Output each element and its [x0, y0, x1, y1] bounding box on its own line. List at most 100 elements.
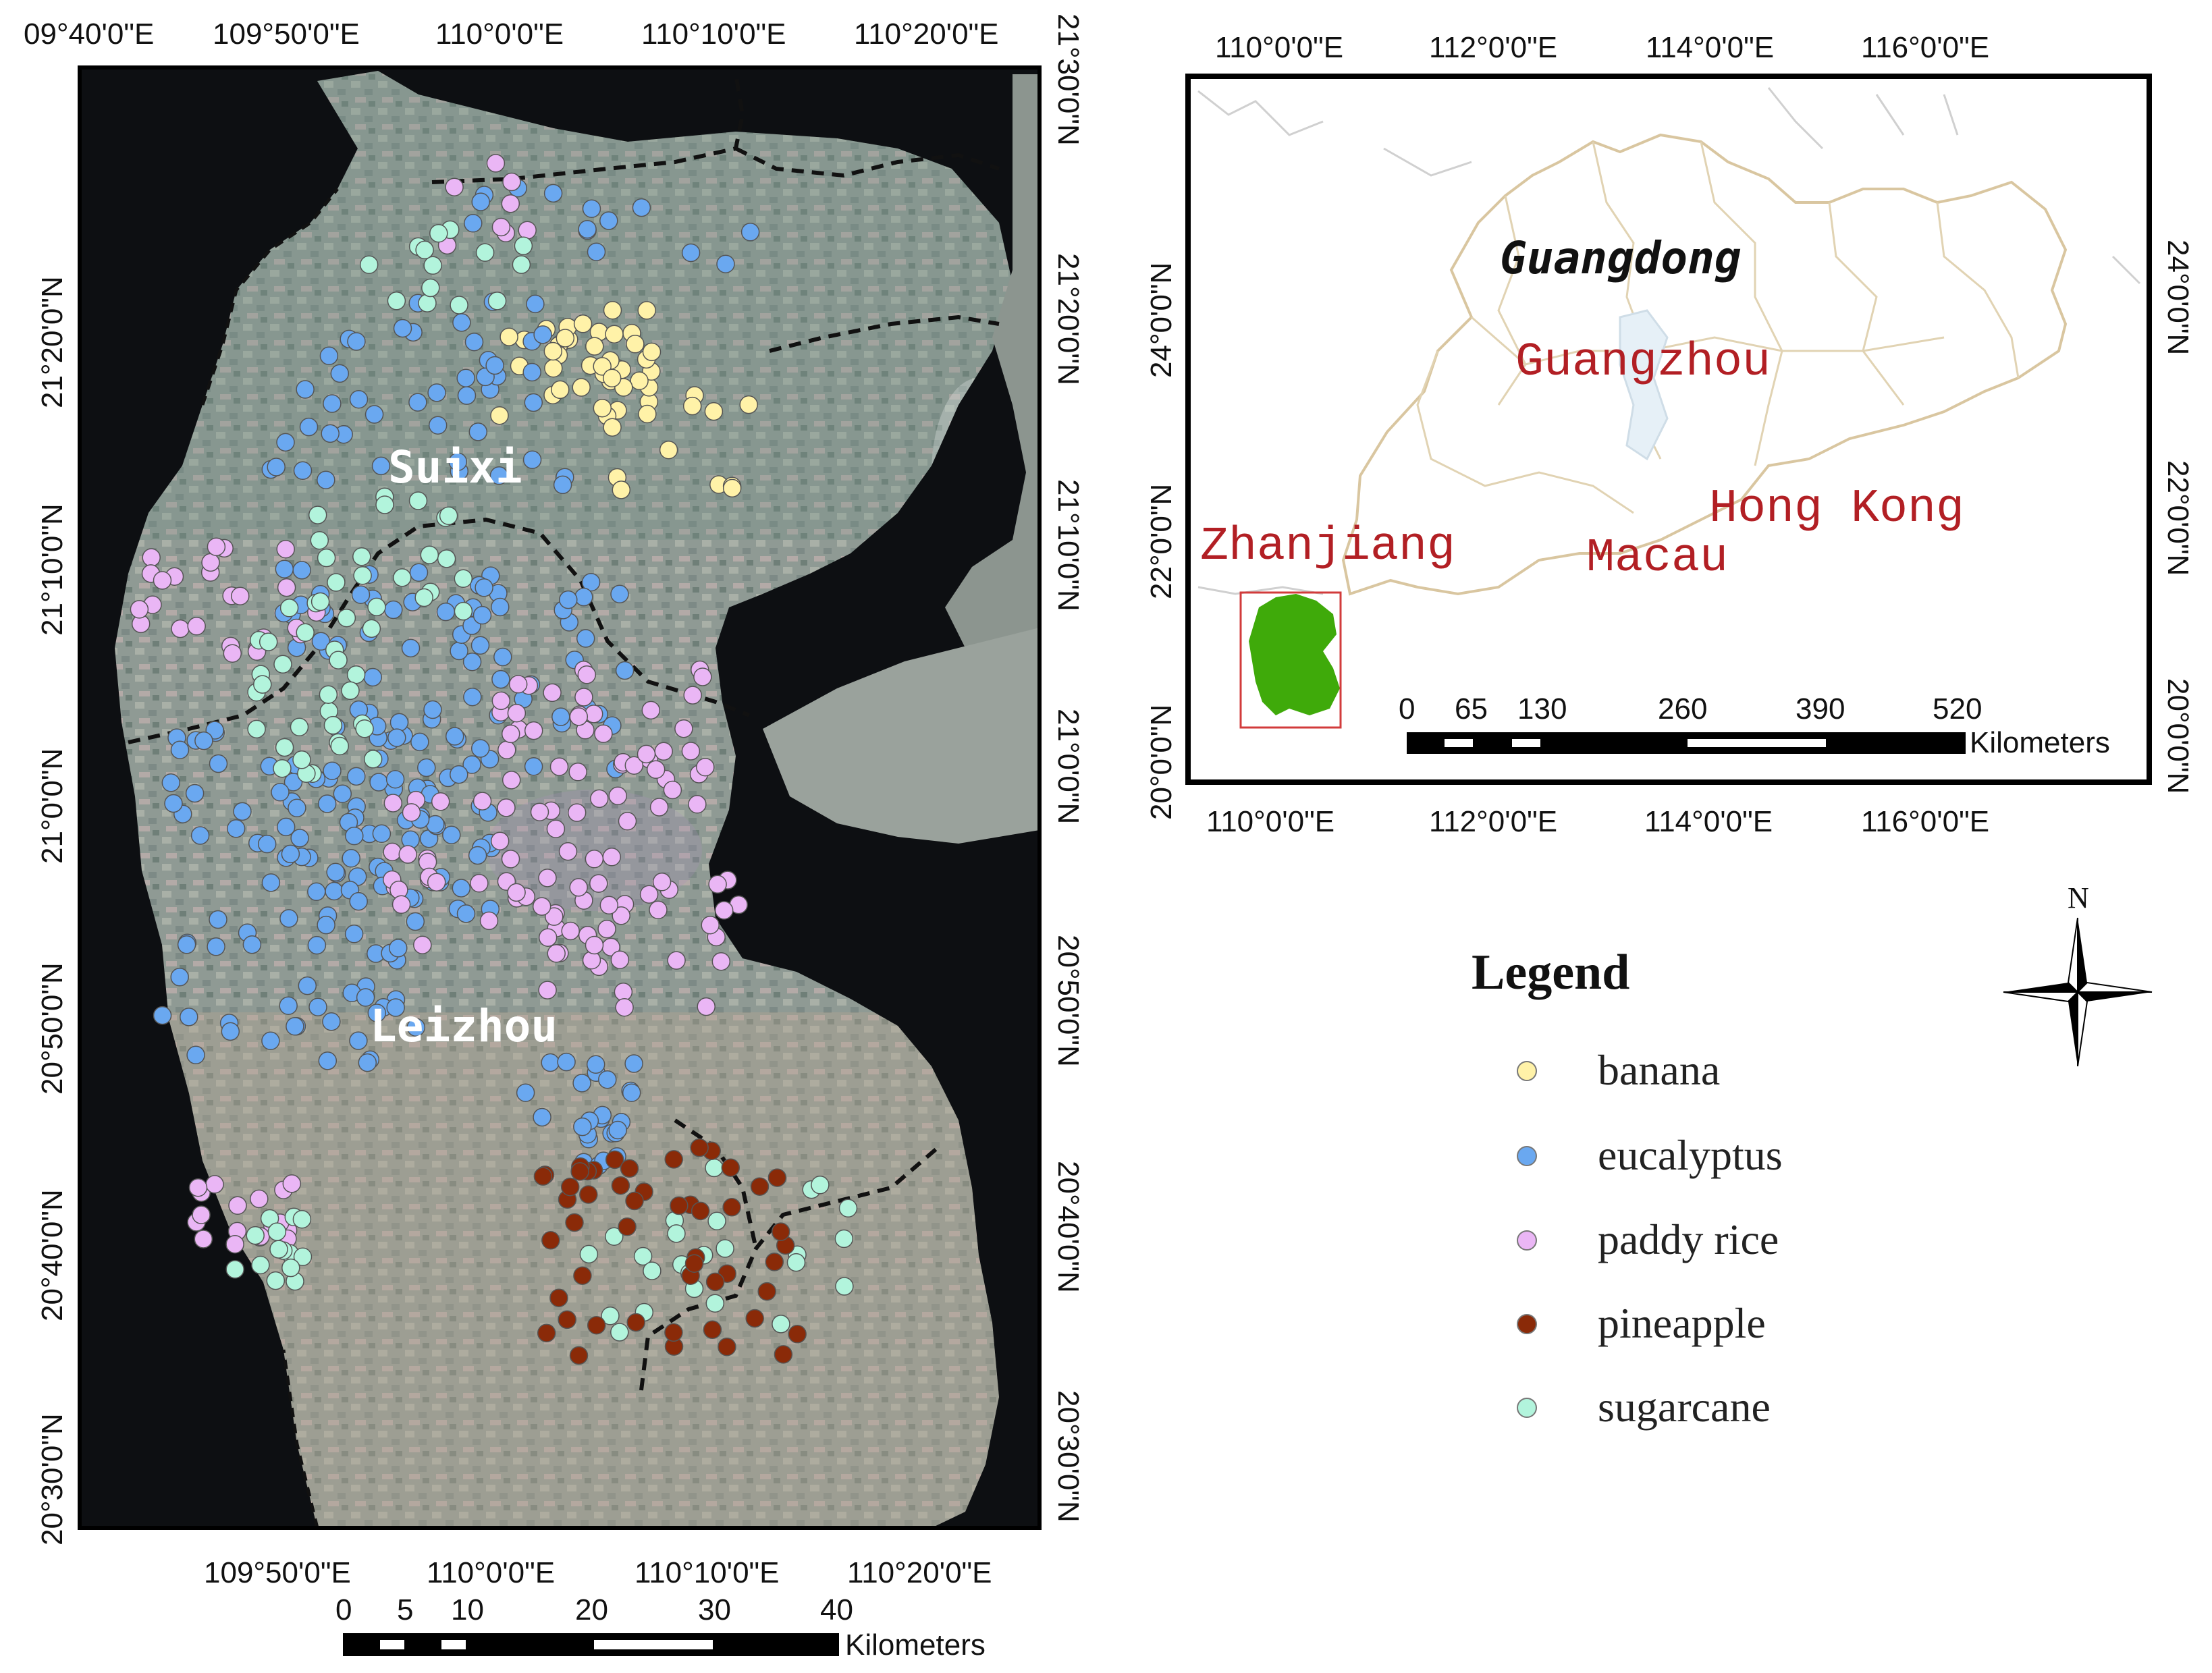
sample-point [490, 406, 509, 425]
sample-point [393, 319, 412, 338]
sample-point [559, 590, 578, 609]
sample-point [682, 396, 702, 416]
sample-point [327, 573, 346, 592]
sample-point [642, 342, 662, 362]
sample-point [612, 906, 630, 925]
tick-label: 114°0'0"E [1644, 805, 1773, 838]
sample-point [251, 1255, 270, 1275]
sample-point [228, 1196, 247, 1215]
sample-point [130, 600, 149, 619]
legend-swatch-paddy-rice [1517, 1230, 1537, 1251]
sample-point [722, 1198, 741, 1217]
sample-point [429, 223, 448, 243]
sample-point [639, 885, 659, 904]
sample-point [279, 909, 298, 928]
sample-point [543, 184, 563, 203]
scale-unit: Kilometers [845, 1628, 986, 1662]
sample-point [329, 651, 348, 669]
legend-swatch-sugarcane [1517, 1398, 1537, 1418]
sample-point [293, 1247, 313, 1267]
sample-point [771, 1222, 790, 1241]
sample-point [389, 713, 409, 732]
sample-point [456, 904, 476, 923]
sample-point [587, 1315, 606, 1335]
sample-point [279, 996, 298, 1015]
sample-point [367, 1004, 387, 1022]
sample-point [177, 935, 196, 954]
scale-number: 10 [451, 1593, 484, 1626]
sample-point [450, 765, 468, 784]
sample-point [250, 1189, 269, 1209]
sample-point [281, 1258, 300, 1278]
sample-point [223, 644, 242, 663]
sample-point [153, 571, 172, 590]
sample-point [462, 755, 481, 774]
sample-point [365, 405, 384, 424]
sample-point [428, 416, 448, 435]
sample-point [437, 549, 456, 568]
main-top-ticks: 09°40'0"E 109°50'0"E 110°0'0"E 110°10'0"… [24, 18, 999, 51]
sample-point [342, 849, 360, 868]
sample-point [696, 757, 715, 777]
sample-point [246, 1226, 265, 1245]
sample-point [473, 605, 492, 625]
sample-point [786, 1253, 806, 1272]
inset-frame [1185, 74, 2152, 785]
sample-point [486, 154, 506, 173]
sample-point [501, 850, 520, 869]
sample-point [569, 878, 588, 897]
tick-label: 20°0'0"N [1145, 705, 1178, 820]
sample-point [693, 667, 712, 686]
legend-label: paddy rice [1598, 1215, 1779, 1263]
sample-points [130, 154, 858, 1365]
sample-point [630, 371, 649, 391]
sample-point [683, 686, 702, 705]
sample-point [293, 461, 313, 481]
scale-number: 0 [1399, 692, 1415, 725]
sample-point [625, 1191, 644, 1211]
sample-point [605, 1227, 624, 1246]
sample-point [281, 844, 300, 864]
legend-label: pineapple [1598, 1299, 1766, 1347]
sample-point [602, 848, 622, 867]
sample-point [624, 756, 644, 775]
sample-point [532, 897, 551, 916]
sample-point [392, 895, 411, 914]
sample-point [577, 665, 597, 684]
sample-point [311, 592, 330, 611]
sample-point [681, 243, 701, 263]
sample-point [681, 742, 701, 761]
sample-point [450, 641, 468, 661]
sample-point [470, 874, 489, 893]
sample-point [308, 505, 327, 524]
sample-point [491, 691, 511, 711]
sample-point [618, 812, 637, 831]
sample-point [502, 172, 521, 192]
sample-point [497, 740, 516, 760]
sample-point [572, 378, 591, 397]
sample-point [288, 798, 306, 818]
sample-point [545, 907, 564, 926]
district-boundary [769, 314, 1000, 353]
sample-point [538, 928, 558, 947]
sample-point [402, 803, 421, 822]
sample-point [838, 1199, 858, 1218]
sample-point [171, 619, 190, 638]
sample-point [543, 683, 562, 703]
sample-point [353, 566, 372, 585]
sample-point [385, 769, 405, 789]
label-leizhou: Leizhou [370, 1000, 558, 1052]
sample-point [209, 910, 227, 929]
sample-point [277, 578, 296, 597]
tick-label: 22°0'0"N [1145, 484, 1178, 599]
sample-point [610, 584, 629, 604]
sample-point [413, 935, 432, 954]
sample-point [585, 935, 604, 955]
coast-edge [200, 188, 339, 406]
sample-point [701, 915, 720, 935]
sample-point [371, 456, 391, 476]
sample-point [643, 1261, 662, 1280]
main-map: Suixi Leizhou [78, 65, 1042, 1530]
sample-point [667, 951, 686, 970]
sample-point [774, 1345, 793, 1364]
